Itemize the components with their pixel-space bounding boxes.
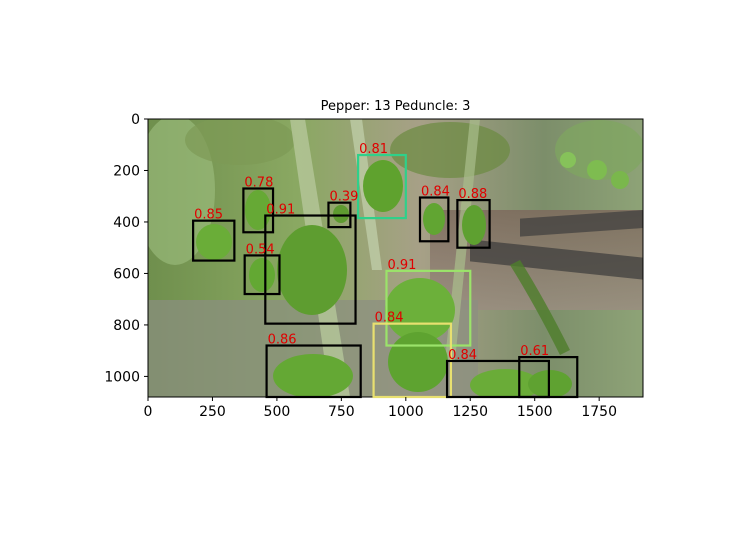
x-axis: 0 250 500 750 1000 1250 1500 1750: [144, 397, 617, 420]
pepper-detection-box: [242, 187, 275, 234]
y-tick-label: 400: [113, 215, 140, 231]
x-tick-label: 1250: [452, 404, 488, 420]
detection-score-label: 0.84: [375, 311, 404, 326]
detection-score-label: 0.85: [194, 208, 223, 223]
y-tick-label: 0: [131, 112, 140, 128]
detection-score-label: 0.86: [268, 333, 297, 348]
x-tick-label: 1000: [388, 404, 424, 420]
x-tick-label: 750: [328, 404, 355, 420]
y-axis: 0 200 400 600 800 1000: [104, 112, 148, 385]
x-tick-label: 1750: [581, 404, 617, 420]
plot-title: Pepper: 13 Peduncle: 3: [321, 99, 471, 114]
y-tick-label: 1000: [104, 369, 140, 385]
y-tick-label: 800: [113, 318, 140, 334]
detection-score-label: 0.81: [359, 142, 388, 157]
pepper-detection-box: [264, 214, 357, 325]
pepper-detection-box: [418, 196, 450, 243]
pepper-detection-box: [445, 359, 550, 399]
x-tick-label: 250: [199, 404, 226, 420]
pepper-detection-box: [192, 219, 236, 262]
detections-layer: 0.81 0.78 0.39 0.84 0.88 0.85 0.91 0.54 0.91 0.84…: [192, 142, 579, 399]
detection-score-label: 0.84: [448, 348, 477, 363]
detection-score-label: 0.91: [266, 203, 295, 218]
detection-score-label: 0.78: [244, 176, 273, 191]
pepper-detection-box: [265, 344, 362, 399]
detection-score-label: 0.91: [387, 258, 416, 273]
x-tick-label: 0: [144, 404, 153, 420]
y-tick-label: 600: [113, 266, 140, 282]
x-tick-label: 500: [264, 404, 291, 420]
pepper-detection-box: [456, 198, 491, 249]
photo-image: [148, 119, 643, 397]
detection-score-label: 0.39: [329, 190, 358, 205]
y-tick-label: 200: [113, 163, 140, 179]
detection-score-label: 0.88: [458, 187, 487, 202]
peduncle-detection-box: [357, 153, 407, 220]
x-tick-label: 1500: [517, 404, 553, 420]
detection-score-label: 0.54: [246, 242, 275, 257]
detection-score-label: 0.84: [421, 185, 450, 200]
pepper-detection-box: [518, 356, 579, 399]
pepper-detection-box: [243, 254, 281, 296]
detection-score-label: 0.61: [520, 344, 549, 359]
peduncle-detection-box: [385, 269, 472, 347]
